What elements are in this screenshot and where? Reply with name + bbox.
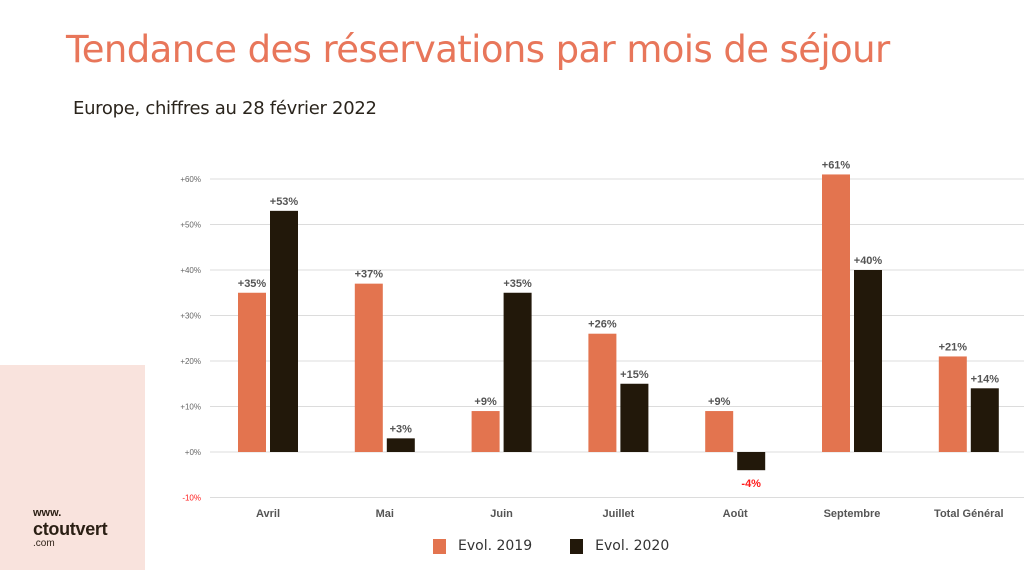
legend-item-2019: Evol. 2019 bbox=[433, 538, 532, 554]
data-label: +14% bbox=[971, 373, 1000, 385]
y-tick-label: +40% bbox=[180, 266, 201, 275]
brand-name: ctoutvert bbox=[33, 519, 108, 539]
brand-com: .com bbox=[33, 538, 55, 549]
legend-item-2020: Evol. 2020 bbox=[570, 538, 669, 554]
data-label: +26% bbox=[588, 319, 617, 331]
bar-2019 bbox=[705, 411, 734, 452]
bar-2020 bbox=[970, 388, 999, 452]
chart-legend: Evol. 2019 Evol. 2020 bbox=[433, 538, 669, 554]
data-label: +9% bbox=[708, 396, 731, 408]
bar-2019 bbox=[588, 333, 617, 452]
y-tick-label: +20% bbox=[180, 357, 201, 366]
page-title: Tendance des réservations par mois de sé… bbox=[66, 28, 890, 71]
data-label: +9% bbox=[474, 396, 497, 408]
data-label: -4% bbox=[741, 478, 761, 490]
y-tick-label: -10% bbox=[182, 494, 201, 503]
y-tick-label: +30% bbox=[180, 312, 201, 321]
legend-label-2019: Evol. 2019 bbox=[458, 538, 533, 554]
data-label: +21% bbox=[939, 341, 968, 353]
y-tick-label: +60% bbox=[180, 175, 201, 184]
bar-2020 bbox=[386, 438, 415, 452]
page-subtitle: Europe, chiffres au 28 février 2022 bbox=[73, 98, 377, 119]
data-label: +3% bbox=[390, 423, 413, 435]
y-tick-label: +50% bbox=[180, 221, 201, 230]
bar-2020 bbox=[270, 210, 298, 452]
y-tick-label: +10% bbox=[180, 403, 201, 412]
data-label: +15% bbox=[620, 369, 649, 381]
legend-label-2020: Evol. 2020 bbox=[595, 538, 670, 554]
legend-swatch-2020 bbox=[570, 538, 584, 554]
bar-2020 bbox=[854, 270, 882, 452]
y-tick-label: +0% bbox=[185, 448, 201, 457]
data-label: +35% bbox=[238, 278, 267, 290]
x-tick-label: Avril bbox=[256, 508, 280, 520]
x-tick-label: Juin bbox=[490, 508, 513, 520]
x-tick-label: Total Général bbox=[934, 508, 1003, 520]
x-tick-label: Juillet bbox=[603, 508, 635, 520]
bar-2020 bbox=[620, 383, 649, 452]
x-tick-label: Septembre bbox=[824, 508, 881, 520]
brand-logo: www. ctoutvert .com bbox=[33, 507, 108, 549]
brand-www: www. bbox=[33, 507, 62, 519]
bar-2020 bbox=[503, 292, 532, 452]
data-label: +35% bbox=[503, 278, 532, 290]
brand-panel: www. ctoutvert .com bbox=[0, 365, 145, 570]
bar-2019 bbox=[938, 356, 967, 452]
bar-2019 bbox=[238, 292, 266, 452]
x-tick-label: Août bbox=[723, 508, 748, 520]
data-label: +53% bbox=[270, 196, 299, 208]
bar-2020 bbox=[737, 452, 766, 471]
data-label: +61% bbox=[822, 159, 851, 171]
bar-2019 bbox=[354, 283, 383, 452]
bar-2019 bbox=[471, 411, 500, 452]
bar-2019 bbox=[822, 174, 850, 452]
data-label: +40% bbox=[854, 255, 883, 267]
data-label: +37% bbox=[355, 269, 384, 281]
x-tick-label: Mai bbox=[376, 508, 394, 520]
legend-swatch-2019 bbox=[433, 538, 446, 554]
